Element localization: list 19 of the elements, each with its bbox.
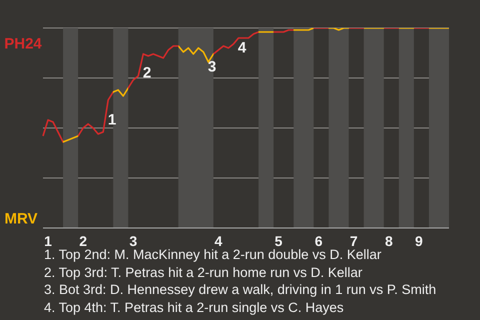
text: PH24 — [4, 35, 42, 52]
annotation: 2 — [142, 64, 152, 82]
text: MRV — [4, 210, 38, 228]
annotation: 4 — [238, 39, 247, 56]
x-tick-label: 6 — [314, 233, 323, 249]
text: 3. Bot 3rd: D. Hennessey drew a walk, driving in 1 run vs P. Smith — [44, 281, 436, 300]
text: 2. Top 3rd: T. Petras hit a 2-run home run vs D. Kellar — [44, 264, 364, 282]
text: 1. Top 2nd: M. MacKinney hit a 2-run double vs D. Kellar — [44, 247, 382, 262]
text: 4. Top 4th: T. Petras hit a 2-run single vs C. Hayes — [44, 299, 345, 317]
x-tick-label: 3 — [129, 233, 138, 249]
x-tick-label: 8 — [384, 233, 393, 249]
x-tick-label: 1 — [44, 233, 52, 249]
x-tick-label: 4 — [214, 233, 223, 249]
x-tick-label: 2 — [79, 233, 88, 249]
x-tick-label: 5 — [274, 233, 283, 249]
x-tick-label: 7 — [350, 233, 358, 249]
x-tick-label: 9 — [415, 233, 424, 249]
annotation: 3 — [208, 58, 216, 76]
annotation: 1 — [108, 111, 116, 128]
